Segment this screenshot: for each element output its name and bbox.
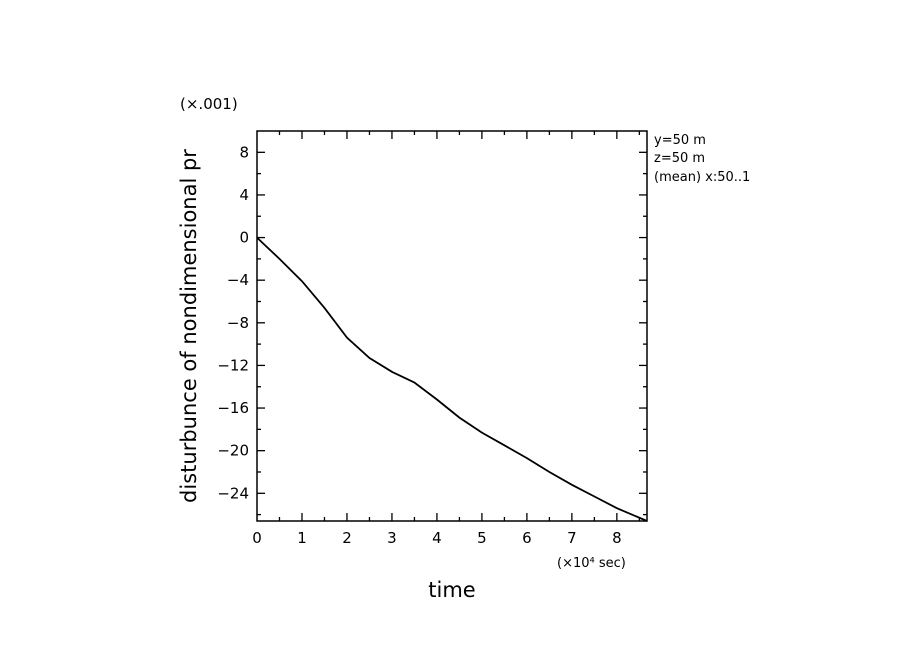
y-tick-label: 4 [239,186,249,204]
y-tick-label: −8 [227,314,249,332]
x-axis-label: time [428,578,475,602]
x-tick-label: 1 [297,529,307,547]
plot-frame [256,130,648,522]
annotation-y: y=50 m [654,133,706,148]
y-tick-label: −4 [227,271,249,289]
x-tick-label: 3 [387,529,397,547]
y-tick-label: −12 [217,356,249,374]
annotation-mean: (mean) x:50..1 [654,170,750,185]
y-tick-label: 0 [239,229,249,247]
x-tick-label: 2 [342,529,352,547]
series-line [256,236,648,522]
x-tick-label: 4 [432,529,442,547]
x-tick-label: 8 [612,529,622,547]
annotation-z: z=50 m [654,151,705,166]
y-tick-label: −24 [217,484,249,502]
x-unit-label: (×10⁴ sec) [557,556,626,571]
x-tick-label: 6 [522,529,532,547]
y-axis-label: disturbunce of nondimensional pr [177,149,201,503]
y-tick-label: 8 [239,143,249,161]
x-tick-label: 7 [567,529,577,547]
y-tick-label: −20 [217,442,249,460]
x-tick-label: 0 [252,529,262,547]
x-tick-label: 5 [477,529,487,547]
y-tick-label: −16 [217,399,249,417]
y-scale-label: (×.001) [180,95,238,113]
